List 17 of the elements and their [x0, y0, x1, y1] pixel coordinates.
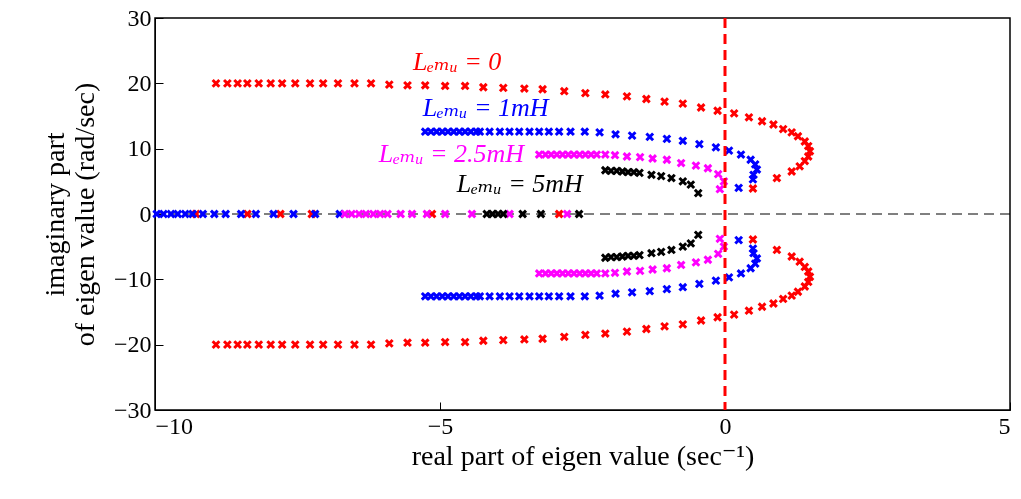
series-label: Lₑₘᵤ = 1mH: [421, 93, 550, 123]
x-tick-label: −10: [155, 412, 194, 439]
x-axis-title: real part of eigen value (sec⁻¹): [411, 439, 755, 471]
y-tick-label: −30: [113, 396, 152, 423]
series-label: Lₑₘᵤ = 5mH: [455, 168, 584, 198]
y-tick-label: 0: [139, 200, 152, 227]
y-tick-label: −20: [113, 331, 152, 358]
x-tick-label: 0: [719, 412, 732, 439]
x-tick-label: −5: [427, 412, 454, 439]
x-tick-label: 5: [998, 412, 1011, 439]
y-tick-label: 20: [127, 69, 152, 96]
y-tick-label: 10: [127, 135, 152, 162]
y-tick-label: 30: [127, 4, 152, 31]
series-label: Lₑₘᵤ = 0: [411, 46, 502, 76]
series-label: Lₑₘᵤ = 2.5mH: [377, 138, 526, 168]
y-tick-label: −10: [113, 265, 152, 292]
y-axis-title: imaginary part of eigen value (rad/sec): [38, 82, 100, 347]
